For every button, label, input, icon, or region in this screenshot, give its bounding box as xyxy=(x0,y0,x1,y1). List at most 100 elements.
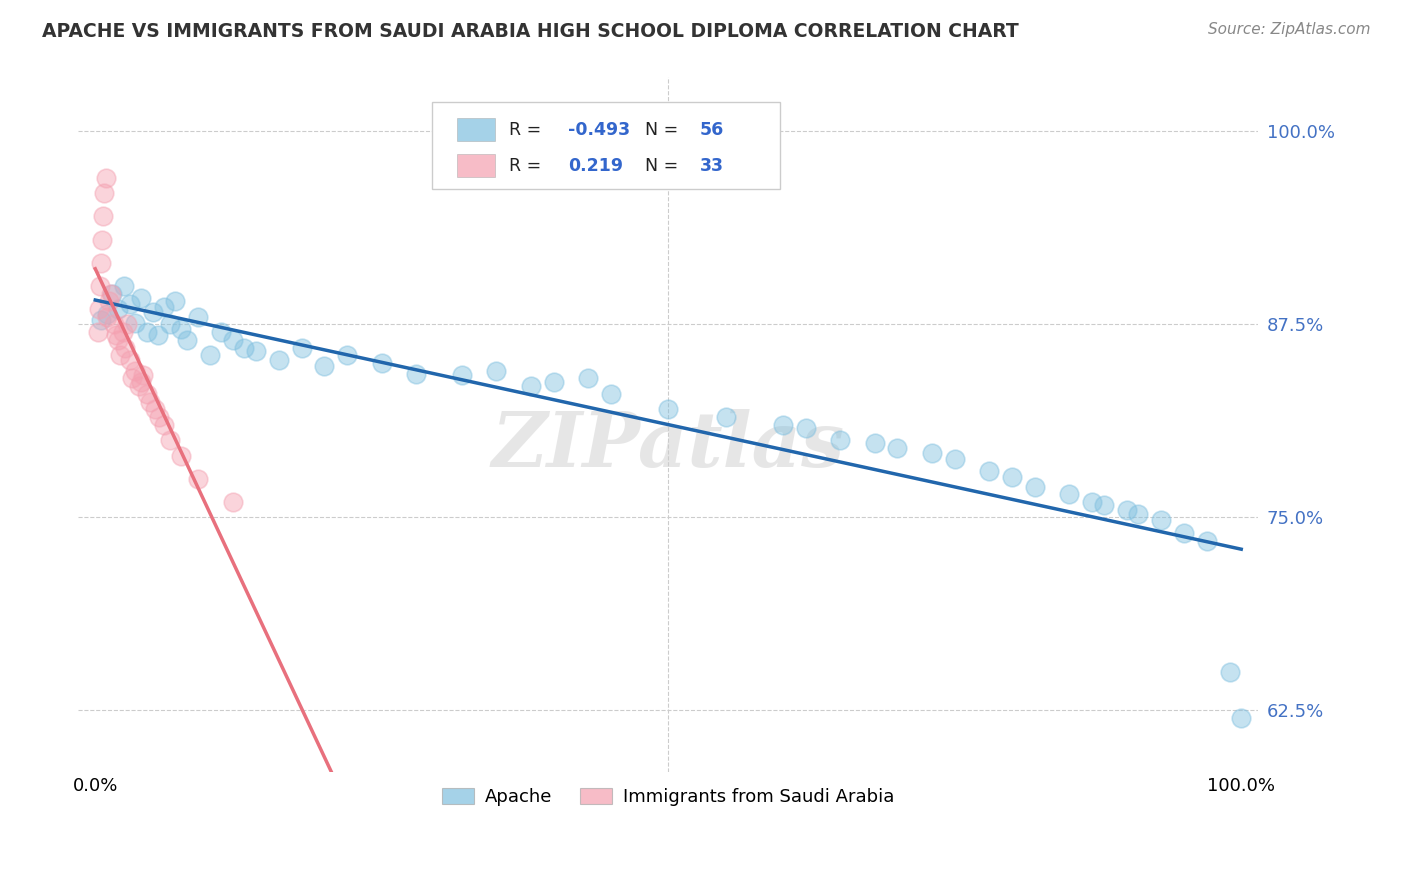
Point xyxy=(336,348,359,362)
Point xyxy=(100,286,122,301)
Text: 0.219: 0.219 xyxy=(568,157,623,175)
Point xyxy=(1081,495,1104,509)
Point xyxy=(91,233,114,247)
Point xyxy=(159,433,181,447)
Point xyxy=(110,348,132,362)
Point xyxy=(863,436,886,450)
Point xyxy=(245,343,267,358)
Point xyxy=(772,417,794,432)
Point xyxy=(107,333,129,347)
Point xyxy=(170,449,193,463)
Point xyxy=(543,375,565,389)
Point xyxy=(209,325,232,339)
Point xyxy=(314,359,336,373)
Point xyxy=(519,379,541,393)
Text: 33: 33 xyxy=(700,157,724,175)
Point xyxy=(451,368,474,383)
Point xyxy=(112,278,135,293)
Point xyxy=(1126,508,1149,522)
Point xyxy=(148,328,170,343)
Point xyxy=(943,451,966,466)
Text: N =: N = xyxy=(644,120,683,138)
Point xyxy=(576,371,599,385)
Point xyxy=(132,368,155,383)
Point xyxy=(233,341,256,355)
Point xyxy=(90,313,112,327)
Text: APACHE VS IMMIGRANTS FROM SAUDI ARABIA HIGH SCHOOL DIPLOMA CORRELATION CHART: APACHE VS IMMIGRANTS FROM SAUDI ARABIA H… xyxy=(42,22,1019,41)
Point xyxy=(153,417,176,432)
Point xyxy=(96,307,118,321)
Point xyxy=(267,353,290,368)
Point xyxy=(111,325,134,339)
Point xyxy=(222,333,245,347)
Point xyxy=(86,325,108,339)
Text: 56: 56 xyxy=(700,120,724,138)
Point xyxy=(1001,470,1024,484)
Point xyxy=(135,325,157,339)
Point xyxy=(139,394,162,409)
Point xyxy=(114,341,136,355)
Text: R =: R = xyxy=(509,120,547,138)
Point xyxy=(118,297,141,311)
Point xyxy=(165,294,187,309)
Point xyxy=(600,387,623,401)
Point xyxy=(405,367,427,381)
Point xyxy=(91,210,114,224)
Point xyxy=(148,410,170,425)
Point xyxy=(153,301,176,315)
Point xyxy=(96,310,118,324)
Point xyxy=(98,294,121,309)
Point xyxy=(124,316,146,330)
Point xyxy=(1195,533,1218,548)
Point xyxy=(159,318,181,332)
Point xyxy=(830,433,852,447)
Legend: Apache, Immigrants from Saudi Arabia: Apache, Immigrants from Saudi Arabia xyxy=(433,779,904,815)
Point xyxy=(90,255,112,269)
Point xyxy=(1150,513,1173,527)
Point xyxy=(886,441,908,455)
Text: Source: ZipAtlas.com: Source: ZipAtlas.com xyxy=(1208,22,1371,37)
Point xyxy=(1230,711,1253,725)
Point xyxy=(198,348,221,362)
Text: R =: R = xyxy=(509,157,547,175)
Point xyxy=(1024,479,1046,493)
Point xyxy=(176,333,198,347)
Point xyxy=(93,186,115,201)
Point xyxy=(129,291,152,305)
Point xyxy=(121,371,143,385)
Point xyxy=(371,356,394,370)
Point xyxy=(118,353,141,368)
Point xyxy=(222,495,245,509)
FancyBboxPatch shape xyxy=(457,153,495,178)
Point xyxy=(657,402,679,417)
Point xyxy=(187,472,209,486)
Point xyxy=(290,341,312,355)
Point xyxy=(485,364,508,378)
Point xyxy=(107,301,129,316)
Point xyxy=(794,421,817,435)
Point xyxy=(1115,502,1137,516)
Point xyxy=(103,318,125,332)
Point xyxy=(143,402,166,417)
Point xyxy=(1092,498,1115,512)
Point xyxy=(1173,525,1195,540)
Point xyxy=(104,328,127,343)
Text: -0.493: -0.493 xyxy=(568,120,630,138)
Point xyxy=(714,410,737,425)
FancyBboxPatch shape xyxy=(432,102,780,188)
Point xyxy=(977,464,1000,478)
Text: ZIPatlas: ZIPatlas xyxy=(492,409,845,483)
Point xyxy=(87,301,110,316)
Point xyxy=(117,318,139,332)
Point xyxy=(921,445,943,459)
Point xyxy=(170,322,193,336)
Point xyxy=(129,375,152,389)
Point xyxy=(128,379,150,393)
Point xyxy=(187,310,209,324)
Point xyxy=(94,170,117,185)
Point xyxy=(141,305,163,319)
Point xyxy=(1059,487,1081,501)
Point xyxy=(135,387,157,401)
Point xyxy=(101,286,124,301)
Point xyxy=(89,278,111,293)
